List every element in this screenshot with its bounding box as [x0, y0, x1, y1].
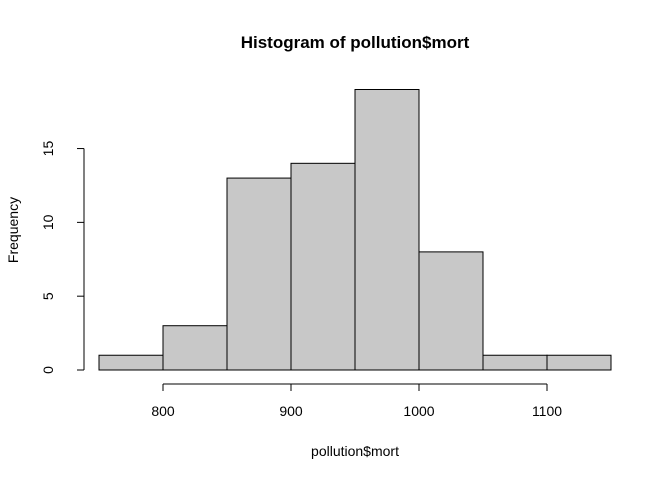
- x-tick-label-800: 800: [151, 403, 175, 419]
- x-tick-label-900: 900: [279, 403, 303, 419]
- histogram-bar-1050-1100: [482, 354, 548, 371]
- chart-title: Histogram of pollution$mort: [241, 33, 470, 52]
- x-axis-label: pollution$mort: [311, 443, 399, 459]
- histogram-bar-900-950: [290, 162, 356, 371]
- y-tick-label-15: 15: [40, 141, 56, 157]
- x-tick-label-1100: 1100: [532, 403, 562, 419]
- y-axis: 0 5 10 15: [40, 141, 85, 374]
- histogram-bar-850-900: [226, 177, 292, 371]
- x-axis: 800 900 1000 1100: [151, 383, 562, 419]
- histogram-bar-750-800: [98, 354, 164, 371]
- y-tick-label-5: 5: [40, 292, 56, 300]
- y-tick-label-10: 10: [40, 214, 56, 230]
- histogram-bar-800-850: [162, 325, 228, 371]
- y-tick-label-0: 0: [40, 366, 56, 374]
- histogram-bars: [98, 89, 612, 371]
- histogram-bar-950-1000: [354, 89, 420, 371]
- histogram-bar-1100-1150: [546, 354, 612, 371]
- y-axis-label: Frequency: [5, 197, 21, 263]
- x-tick-label-1000: 1000: [403, 403, 434, 419]
- histogram-bar-1000-1050: [418, 251, 484, 371]
